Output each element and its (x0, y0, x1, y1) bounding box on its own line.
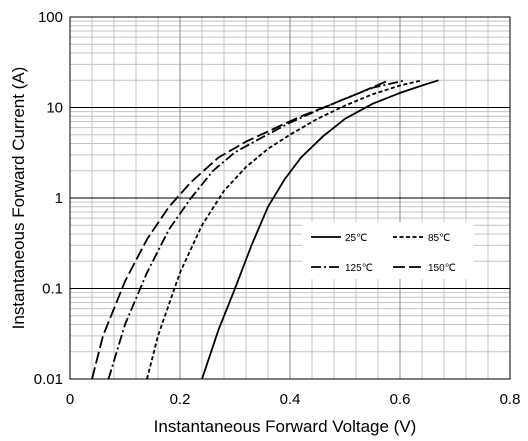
x-tick-labels: 0 0.2 0.4 0.6 0.8 (66, 391, 521, 408)
x-axis-title: Instantaneous Forward Voltage (V) (154, 417, 417, 436)
series-line-2 (107, 79, 406, 380)
series-line-1 (146, 79, 423, 380)
y-tick-label: 1 (55, 190, 63, 207)
legend-label-125: 125℃ (345, 263, 373, 274)
legend-label-85: 85℃ (428, 233, 450, 244)
x-tick-label: 0.8 (500, 391, 521, 408)
legend-label-150: 150℃ (428, 263, 456, 274)
y-tick-label: 100 (38, 9, 63, 26)
legend: 25℃ 85℃ 125℃ 150℃ (302, 222, 474, 279)
y-tick-label: 0.01 (34, 371, 63, 388)
x-tick-label: 0 (66, 391, 74, 408)
series-layer (91, 79, 439, 380)
y-tick-label: 0.1 (42, 281, 63, 298)
major-grid (70, 17, 510, 379)
y-tick-label: 10 (46, 100, 63, 117)
series-line-0 (201, 79, 439, 380)
x-tick-label: 0.6 (390, 391, 411, 408)
x-tick-label: 0.2 (170, 391, 191, 408)
series-line-3 (91, 79, 390, 380)
y-axis-title: Instantaneous Forward Current (A) (9, 67, 28, 330)
y-tick-labels: 0.01 0.1 1 10 100 (34, 9, 63, 388)
x-tick-label: 0.4 (280, 391, 301, 408)
legend-label-25: 25℃ (345, 233, 367, 244)
plot-frame (69, 16, 511, 380)
legend-box (302, 222, 474, 279)
